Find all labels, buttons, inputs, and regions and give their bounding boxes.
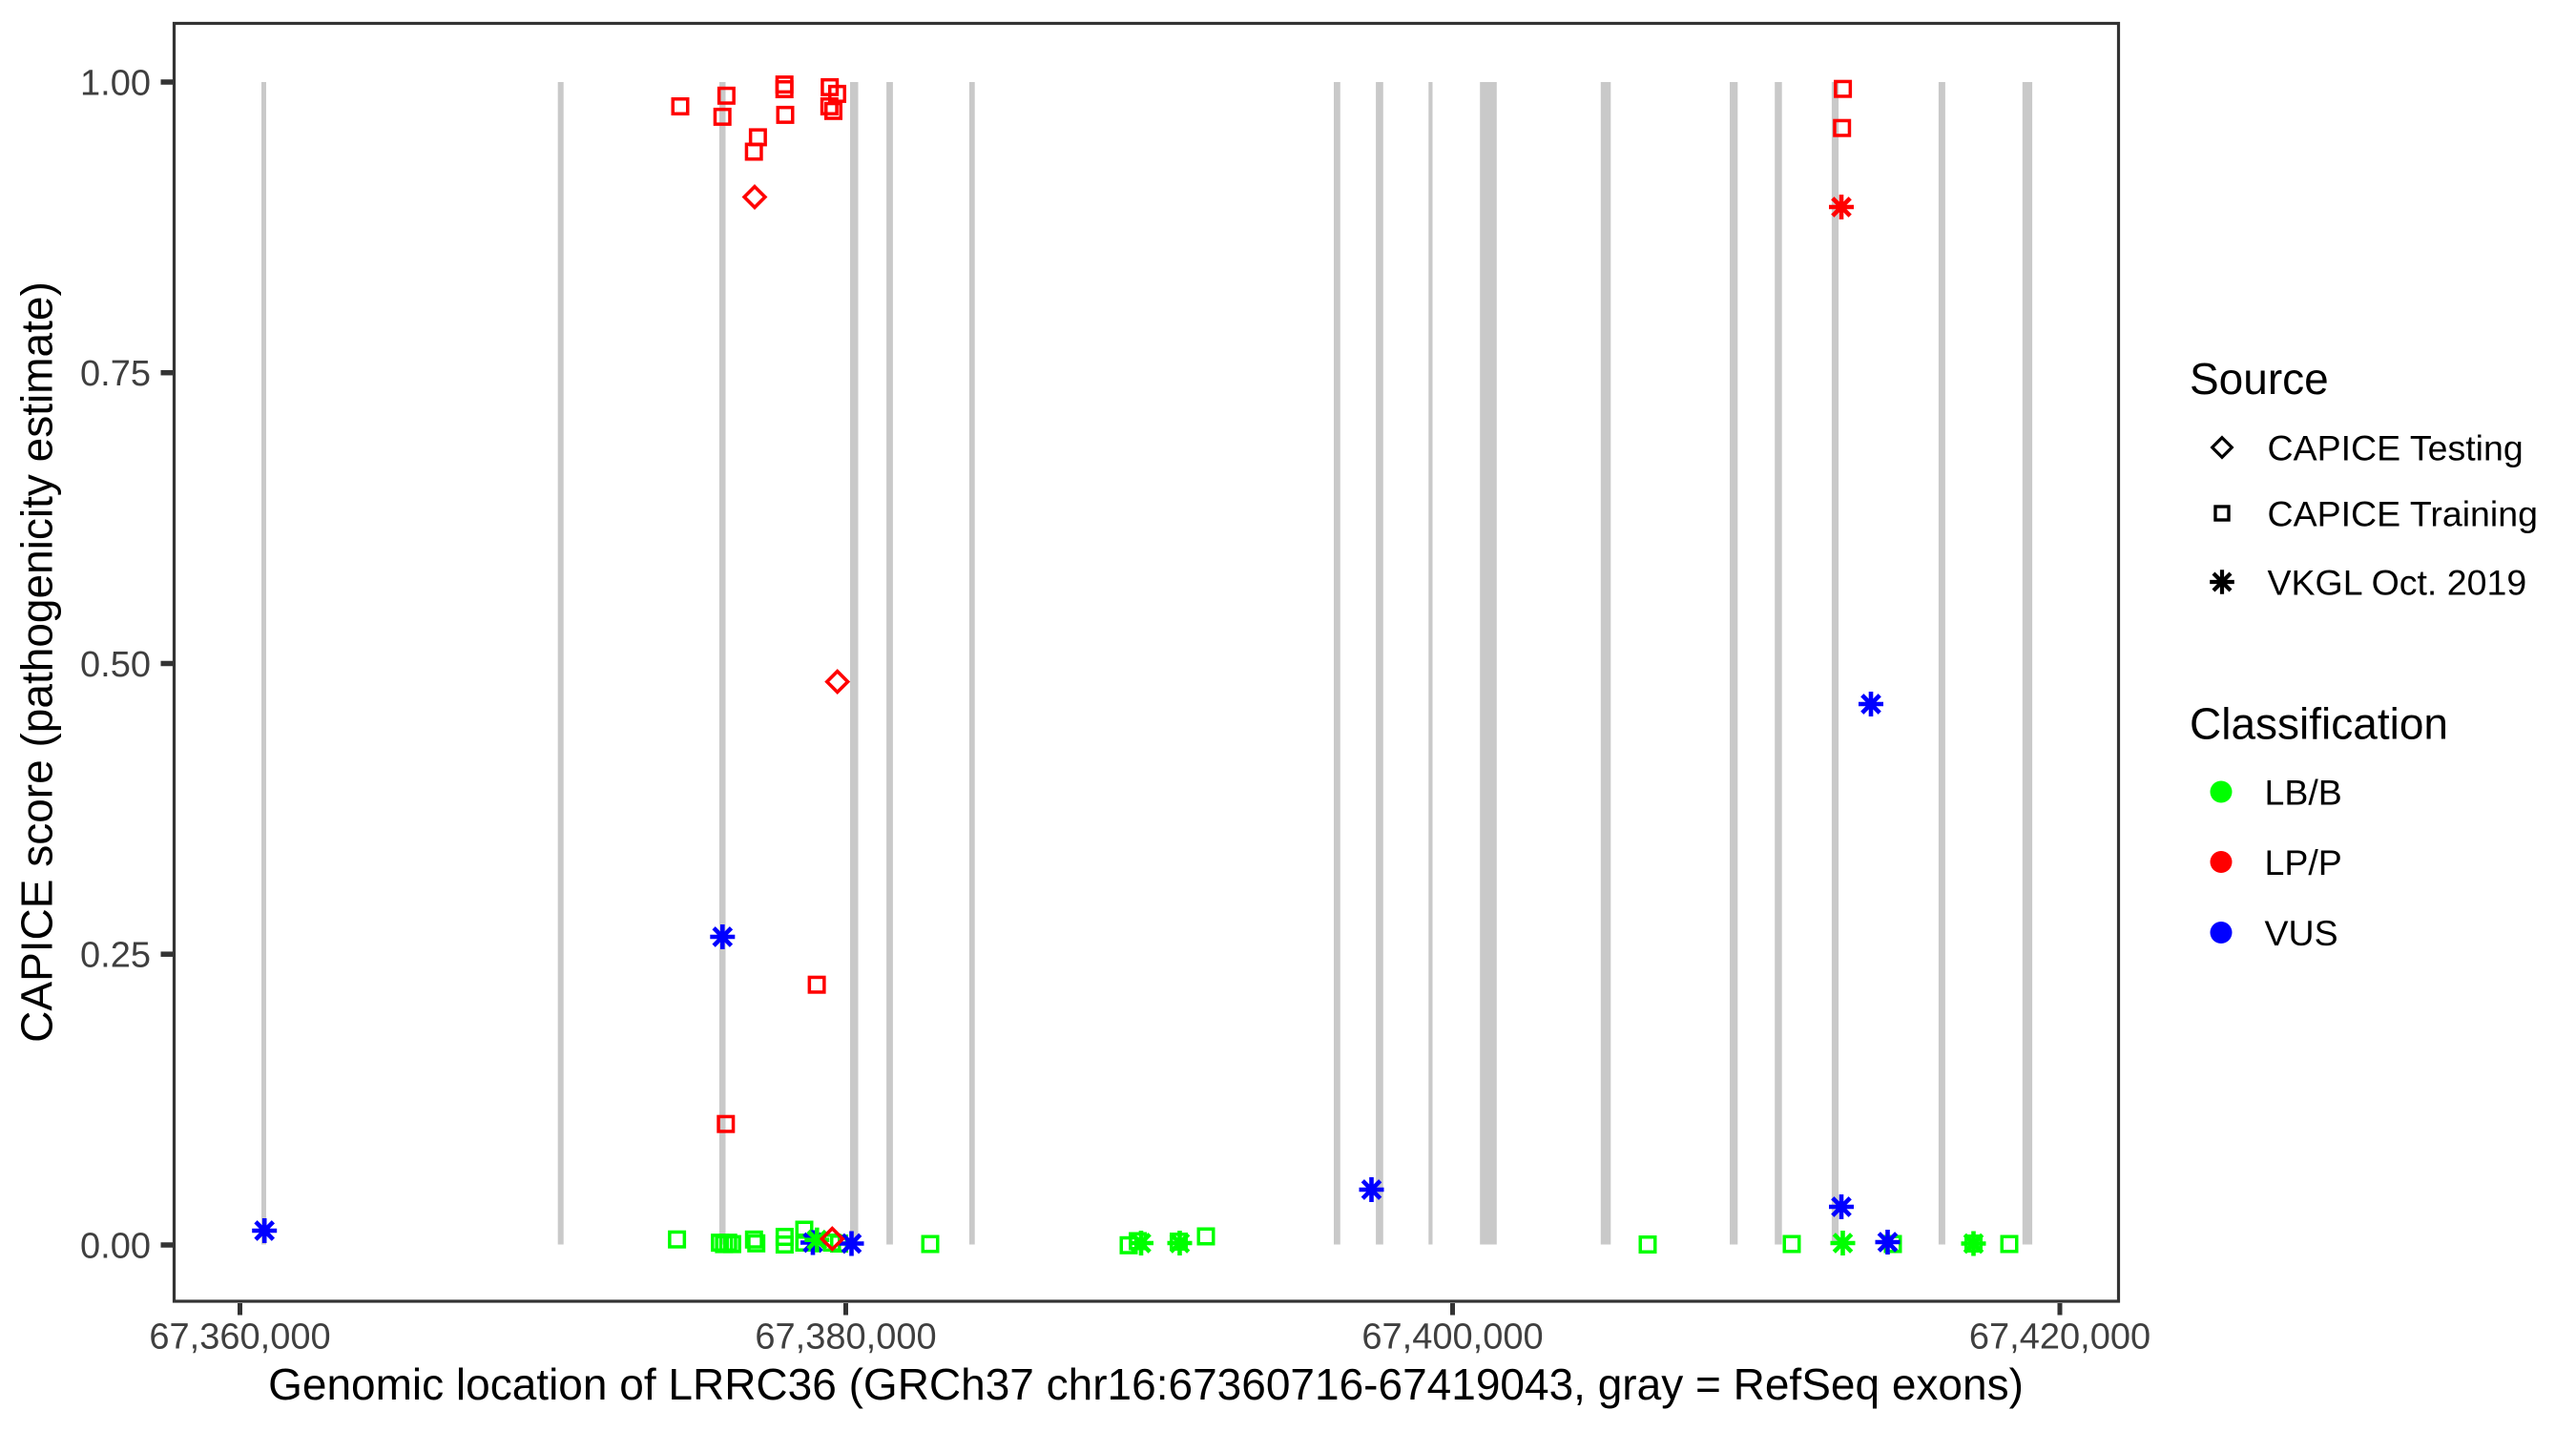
svg-text:CAPICE Training: CAPICE Training	[2268, 494, 2538, 534]
svg-text:CAPICE score (pathogenicity es: CAPICE score (pathogenicity estimate)	[12, 281, 62, 1043]
svg-text:67,360,000: 67,360,000	[149, 1317, 330, 1358]
svg-text:67,380,000: 67,380,000	[755, 1317, 936, 1358]
svg-text:CAPICE Testing: CAPICE Testing	[2268, 428, 2524, 468]
svg-text:Classification: Classification	[2190, 699, 2448, 749]
svg-text:0.25: 0.25	[80, 936, 151, 976]
svg-text:LB/B: LB/B	[2265, 773, 2342, 813]
svg-text:67,420,000: 67,420,000	[1969, 1317, 2150, 1358]
svg-text:67,400,000: 67,400,000	[1361, 1317, 1543, 1358]
svg-text:0.75: 0.75	[80, 354, 151, 394]
svg-text:0.50: 0.50	[80, 645, 151, 685]
svg-text:Source: Source	[2190, 354, 2329, 404]
svg-text:VKGL Oct. 2019: VKGL Oct. 2019	[2268, 563, 2527, 603]
svg-text:Genomic location of LRRC36 (GR: Genomic location of LRRC36 (GRCh37 chr16…	[268, 1359, 2024, 1409]
svg-text:LP/P: LP/P	[2265, 842, 2342, 882]
svg-text:1.00: 1.00	[80, 64, 151, 104]
svg-text:0.00: 0.00	[80, 1227, 151, 1267]
svg-text:VUS: VUS	[2265, 913, 2338, 953]
